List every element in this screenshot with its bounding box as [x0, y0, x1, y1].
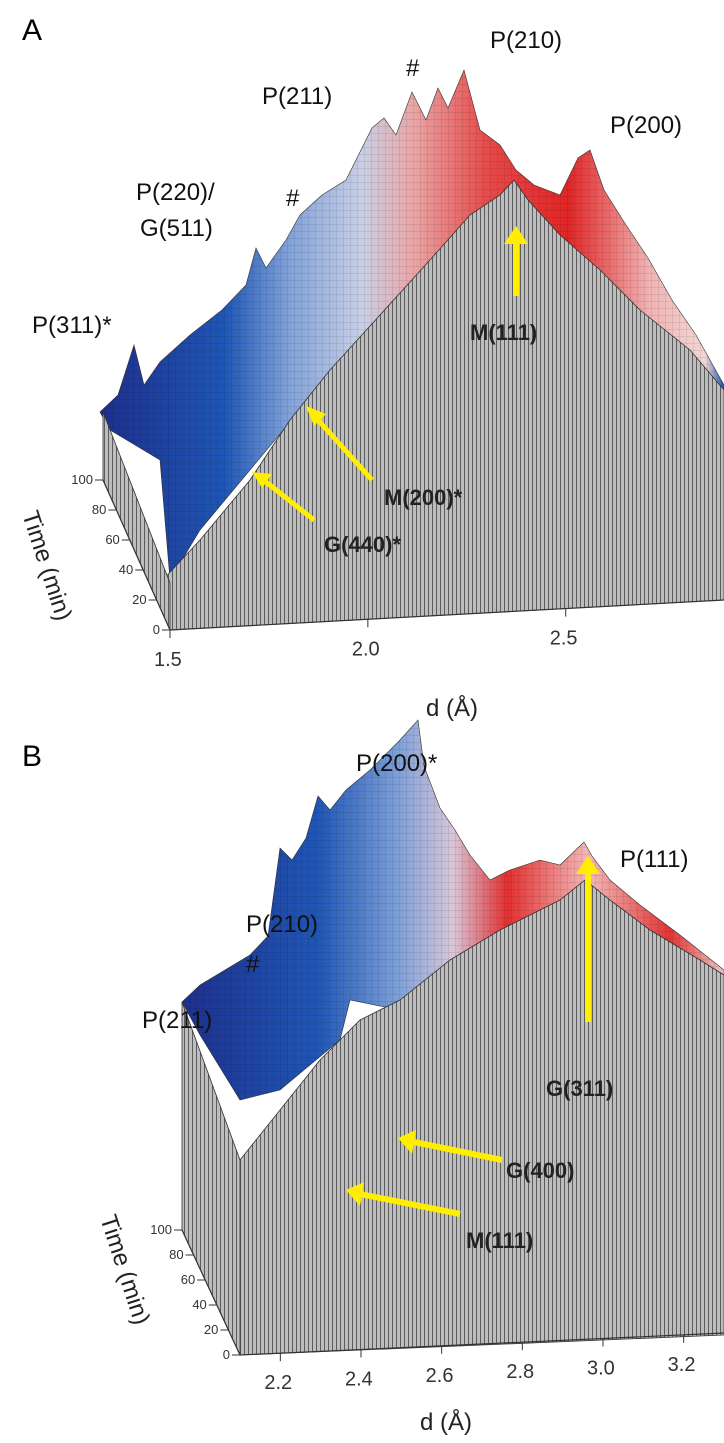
panel-a-peak-label: P(210): [490, 27, 562, 54]
panel-b-x-tick-label: 2.6: [426, 1365, 454, 1387]
panel-a-x-ticks: 1.5 2.0 2.5: [154, 608, 578, 671]
panel-a-peak-label: P(211): [262, 83, 332, 110]
panel-a-arrowhead: [306, 406, 326, 426]
panel-a-arrow: [264, 480, 316, 522]
panel-a-x-tick-label: 2.0: [352, 638, 380, 660]
panel-b-time-ticks: 0 20 40 60 80 100: [150, 1222, 240, 1362]
panel-a-peak-label: P(311)*: [32, 312, 112, 339]
panel-b-peak-label: P(111): [620, 846, 688, 873]
panel-b-arrow: [359, 1191, 461, 1217]
panel-a-time-tick-label: 80: [92, 502, 106, 517]
panel-b-arrowhead: [346, 1182, 364, 1206]
panel-a-x-label: d (Å): [426, 694, 478, 722]
panel-a-peak-label: G(511): [140, 215, 213, 242]
panel-a-time-axis: [102, 479, 171, 631]
panel-b-x-tick-label: 2.4: [345, 1369, 373, 1391]
panel-b-x-ticks: 2.2 2.4 2.6 2.8 3.0 3.2: [264, 1334, 696, 1394]
panel-a-x-tick-label: 2.5: [550, 628, 578, 650]
panel-a-time-tick-label: 0: [153, 622, 160, 637]
panel-b-time-tick-label: 0: [223, 1347, 230, 1362]
panel-b-x-tick-label: 3.2: [668, 1354, 696, 1376]
panel-b-time-axis: [181, 1229, 241, 1356]
panel-b-x-tick-label: 2.2: [264, 1372, 292, 1394]
panel-b-arrow: [413, 1139, 503, 1163]
panel-b-peak-label: #: [246, 951, 260, 978]
panel-a-peak-label: P(220)/: [136, 179, 215, 206]
panel-b-x-tick-label: 3.0: [587, 1358, 615, 1380]
panel-a-time-tick-label: 20: [132, 592, 146, 607]
panel-b-peak-label: P(211): [142, 1007, 212, 1034]
panel-b-time-tick-label: 100: [150, 1222, 172, 1237]
panel-b-front-wall: [239, 879, 724, 1356]
panel-a-arrow: [316, 418, 374, 482]
panel-a-time-tick-label: 100: [71, 472, 93, 487]
panel-a-time-tick-label: 40: [119, 562, 133, 577]
panel-a-arrowhead: [504, 226, 528, 244]
panel-b-x-tick-label: 2.8: [506, 1361, 534, 1383]
panel-b-peak-label: P(200)*: [356, 750, 437, 777]
panel-a-peak-label: #: [286, 185, 300, 212]
panel-a-time-label: Time (min): [16, 508, 77, 625]
panel-a-peak-label: P(200): [610, 112, 682, 139]
panel-b-annotation: M(111): [466, 1228, 533, 1253]
panel-b-time-tick-label: 60: [181, 1272, 195, 1287]
panel-a-time-tick-label: 60: [105, 532, 119, 547]
panel-b-letter: B: [22, 740, 42, 773]
panel-a-x-tick-label: 1.5: [154, 649, 182, 671]
panel-a-annotation: M(200)*: [384, 485, 463, 510]
panel-a-peak-label: #: [406, 55, 420, 82]
panel-b-time-tick-label: 80: [169, 1247, 183, 1262]
panel-a-x-axis: [169, 599, 724, 631]
panel-a-annotation: G(440)*: [324, 532, 401, 557]
panel-b-x-axis: [239, 1332, 724, 1356]
panel-a-annotation: M(111): [470, 320, 537, 345]
panel-a-letter: A: [22, 14, 42, 47]
panel-b-time-label: Time (min): [94, 1212, 155, 1329]
panel-b-annotation: G(311): [546, 1076, 613, 1101]
panel-b-x-label: d (Å): [420, 1408, 472, 1436]
panel-a-arrowhead: [252, 472, 272, 488]
panel-b-arrowhead: [576, 856, 600, 874]
panel-b-annotation: G(400): [506, 1158, 574, 1183]
panel-b-time-tick-label: 40: [192, 1297, 206, 1312]
panel-b-arrowhead: [398, 1130, 416, 1154]
panel-b-peak-label: P(210): [246, 911, 318, 938]
panel-b-time-tick-label: 20: [204, 1322, 218, 1337]
panel-a-front-wall: [159, 179, 724, 631]
